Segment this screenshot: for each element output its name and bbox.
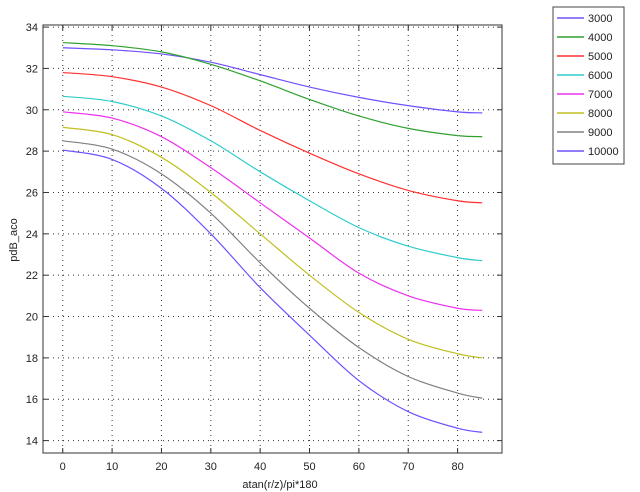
y-tick-label: 30	[26, 105, 38, 117]
y-tick-label: 28	[26, 146, 38, 158]
x-tick-label: 60	[353, 461, 365, 473]
ticks: 0 10 20 30 40 50 60 70 80 14 16 18 20 22 24 26 28 30 32 34	[26, 22, 502, 473]
x-tick-label: 0	[60, 461, 66, 473]
y-tick-label: 16	[26, 394, 38, 406]
series-line-6000	[62, 95, 483, 262]
x-tick-label: 80	[451, 461, 463, 473]
series-line-5000	[62, 71, 483, 204]
legend-label: 7000	[588, 89, 612, 101]
x-tick-label: 70	[402, 461, 414, 473]
series-line-3000	[62, 47, 483, 114]
legend-label: 4000	[588, 32, 612, 44]
y-tick-label: 34	[26, 22, 38, 34]
x-tick-label: 20	[155, 461, 167, 473]
series-line-10000	[62, 149, 483, 433]
y-tick-label: 24	[26, 229, 38, 241]
legend-label: 9000	[588, 127, 612, 139]
x-tick-label: 10	[106, 461, 118, 473]
legend-label: 6000	[588, 70, 612, 82]
y-tick-label: 22	[26, 270, 38, 282]
series-line-8000	[62, 126, 483, 359]
x-tick-label: 50	[303, 461, 315, 473]
x-axis-label: atan(r/z)/pi*180	[242, 479, 317, 491]
y-tick-label: 14	[26, 436, 38, 448]
legend-label: 10000	[588, 146, 619, 158]
series-line-7000	[62, 111, 483, 311]
legend-label: 3000	[588, 13, 612, 25]
y-axis-label: pdB_aco	[8, 218, 20, 261]
plot-frame	[42, 24, 503, 454]
y-tick-label: 20	[26, 312, 38, 324]
series-group	[62, 41, 483, 433]
grid	[43, 25, 502, 453]
series-line-9000	[62, 140, 483, 399]
y-tick-label: 18	[26, 353, 38, 365]
y-tick-label: 26	[26, 187, 38, 199]
x-tick-label: 30	[205, 461, 217, 473]
legend: 3000 4000 5000 6000 7000 8000 9000 10000	[552, 6, 625, 165]
x-tick-label: 40	[254, 461, 266, 473]
legend-label: 8000	[588, 108, 612, 120]
legend-label: 5000	[588, 51, 612, 63]
legend-box	[552, 6, 625, 165]
series-line-4000	[62, 41, 483, 138]
y-tick-label: 32	[26, 63, 38, 75]
